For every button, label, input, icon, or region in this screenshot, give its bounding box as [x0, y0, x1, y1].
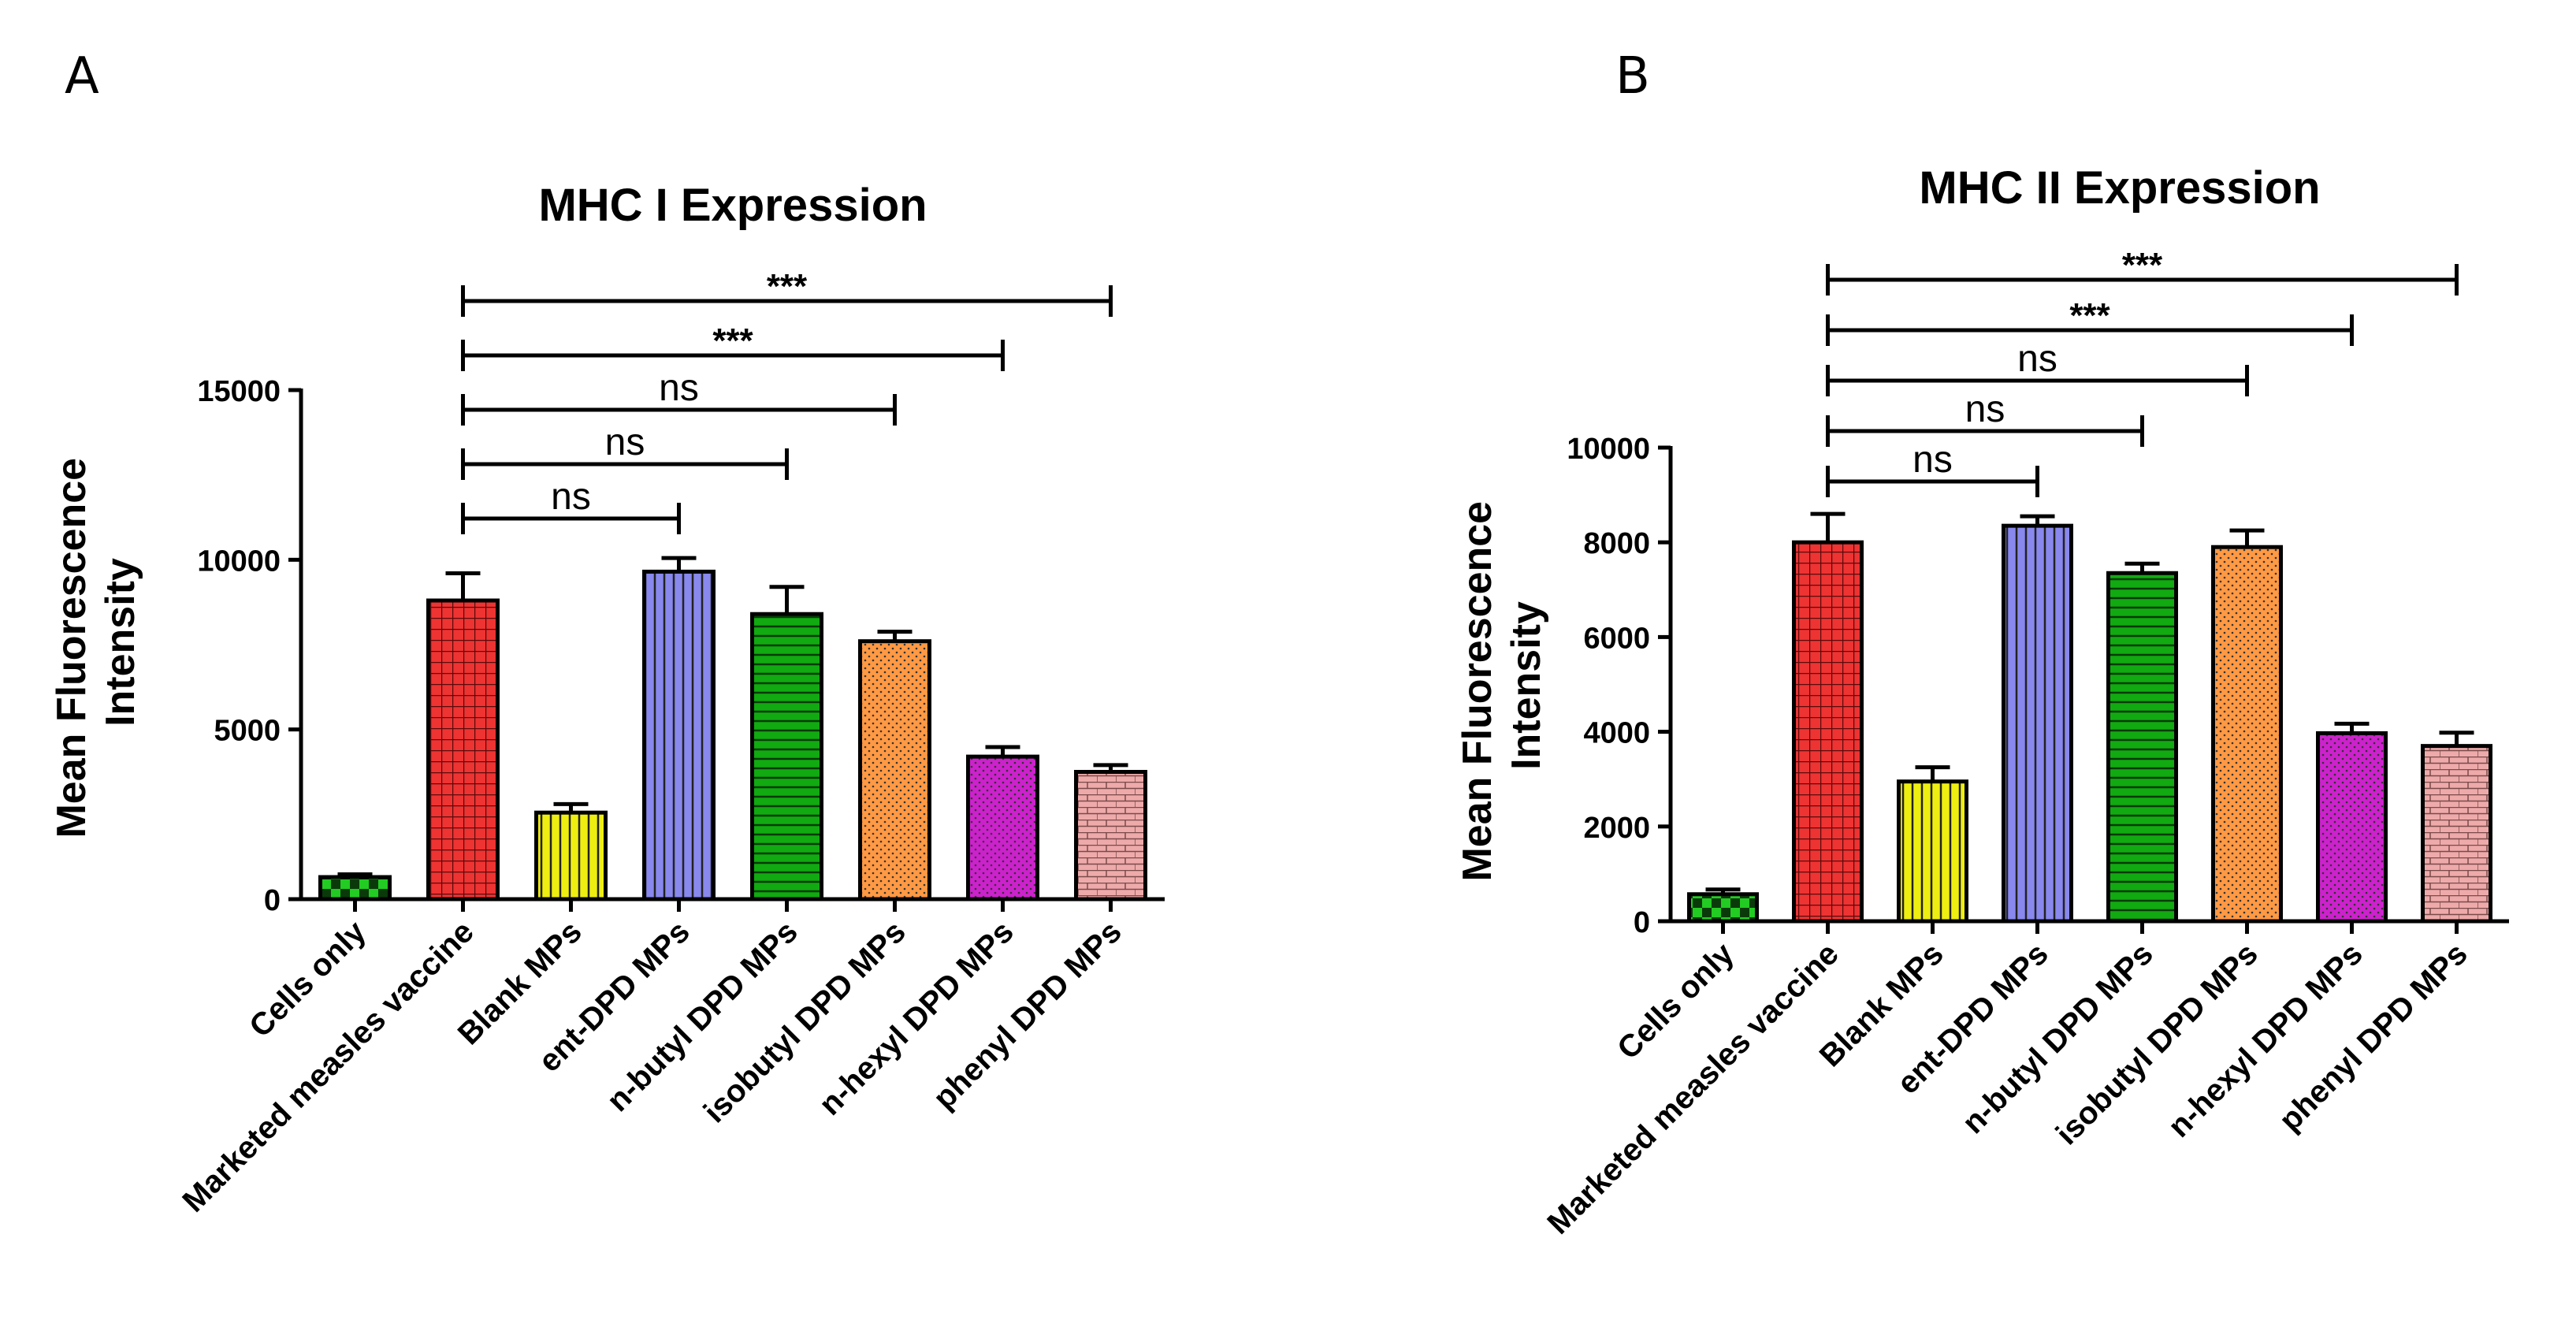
chart-title: MHC II Expression — [1919, 162, 2320, 214]
bar — [318, 875, 392, 902]
chart-title: MHC I Expression — [538, 180, 927, 231]
bar — [426, 598, 500, 902]
panel-b: B MHC II Expression Mean Fluorescence In… — [1455, 47, 2509, 1241]
x-tick-label: n-butyl DPD MPs — [600, 914, 805, 1118]
y-tick-label: 0 — [264, 884, 281, 917]
bar — [2421, 744, 2492, 924]
bar — [2316, 731, 2388, 924]
panel-letter: B — [1615, 47, 1650, 106]
significance-label: *** — [2122, 246, 2163, 284]
y-tick-label: 8000 — [1583, 527, 1650, 560]
x-tick-label: n-hexyl DPD MPs — [812, 914, 1020, 1122]
y-tick-label: 10000 — [197, 545, 281, 578]
x-tick-label: phenyl DPD MPs — [2273, 936, 2474, 1138]
bar — [2106, 571, 2178, 924]
x-tick-label: n-butyl DPD MPs — [1956, 936, 2160, 1140]
y-tick-label: 10000 — [1567, 433, 1650, 466]
x-tick-label: isobutyl DPD MPs — [697, 914, 913, 1129]
significance-label: ns — [605, 422, 645, 463]
bar — [534, 810, 608, 902]
significance-label: *** — [2069, 296, 2110, 335]
significance-label: ns — [1912, 439, 1953, 481]
bar — [2211, 545, 2283, 924]
x-tick-label: isobutyl DPD MPs — [2050, 936, 2265, 1151]
y-tick-label: 0 — [1634, 906, 1650, 939]
significance-label: *** — [712, 322, 753, 360]
bar — [2002, 523, 2073, 924]
bar — [1897, 779, 1968, 924]
y-tick-label: 5000 — [214, 715, 281, 748]
y-axis-title-line1: Mean Fluorescence — [49, 458, 95, 838]
bar — [1074, 770, 1147, 902]
significance-label: ns — [551, 476, 591, 518]
bar — [750, 612, 823, 902]
y-axis-title-line2: Intensity — [98, 558, 143, 727]
significance-label: ns — [1965, 389, 2005, 430]
panel-a: A MHC I Expression Mean Fluorescence Int… — [49, 47, 1165, 1219]
significance-label: ns — [659, 367, 699, 409]
y-axis-title: Mean Fluorescence Intensity — [49, 446, 143, 838]
bar — [858, 639, 931, 902]
y-axis-title-line2: Intensity — [1504, 601, 1549, 770]
bar — [1792, 540, 1864, 924]
y-axis-title-line1: Mean Fluorescence — [1455, 501, 1500, 882]
bar — [642, 569, 716, 902]
y-tick-label: 4000 — [1583, 717, 1650, 750]
x-tick-label: phenyl DPD MPs — [927, 914, 1128, 1116]
y-tick-label: 2000 — [1583, 812, 1650, 845]
bar — [966, 754, 1039, 902]
y-tick-label: 15000 — [197, 375, 281, 408]
panel-letter: A — [65, 47, 99, 106]
x-tick-label: n-hexyl DPD MPs — [2162, 936, 2370, 1144]
significance-label: *** — [767, 267, 808, 306]
significance-label: ns — [2017, 338, 2057, 380]
y-axis-title: Mean Fluorescence Intensity — [1455, 489, 1549, 881]
y-tick-label: 6000 — [1583, 622, 1650, 655]
bar — [1687, 892, 1759, 924]
